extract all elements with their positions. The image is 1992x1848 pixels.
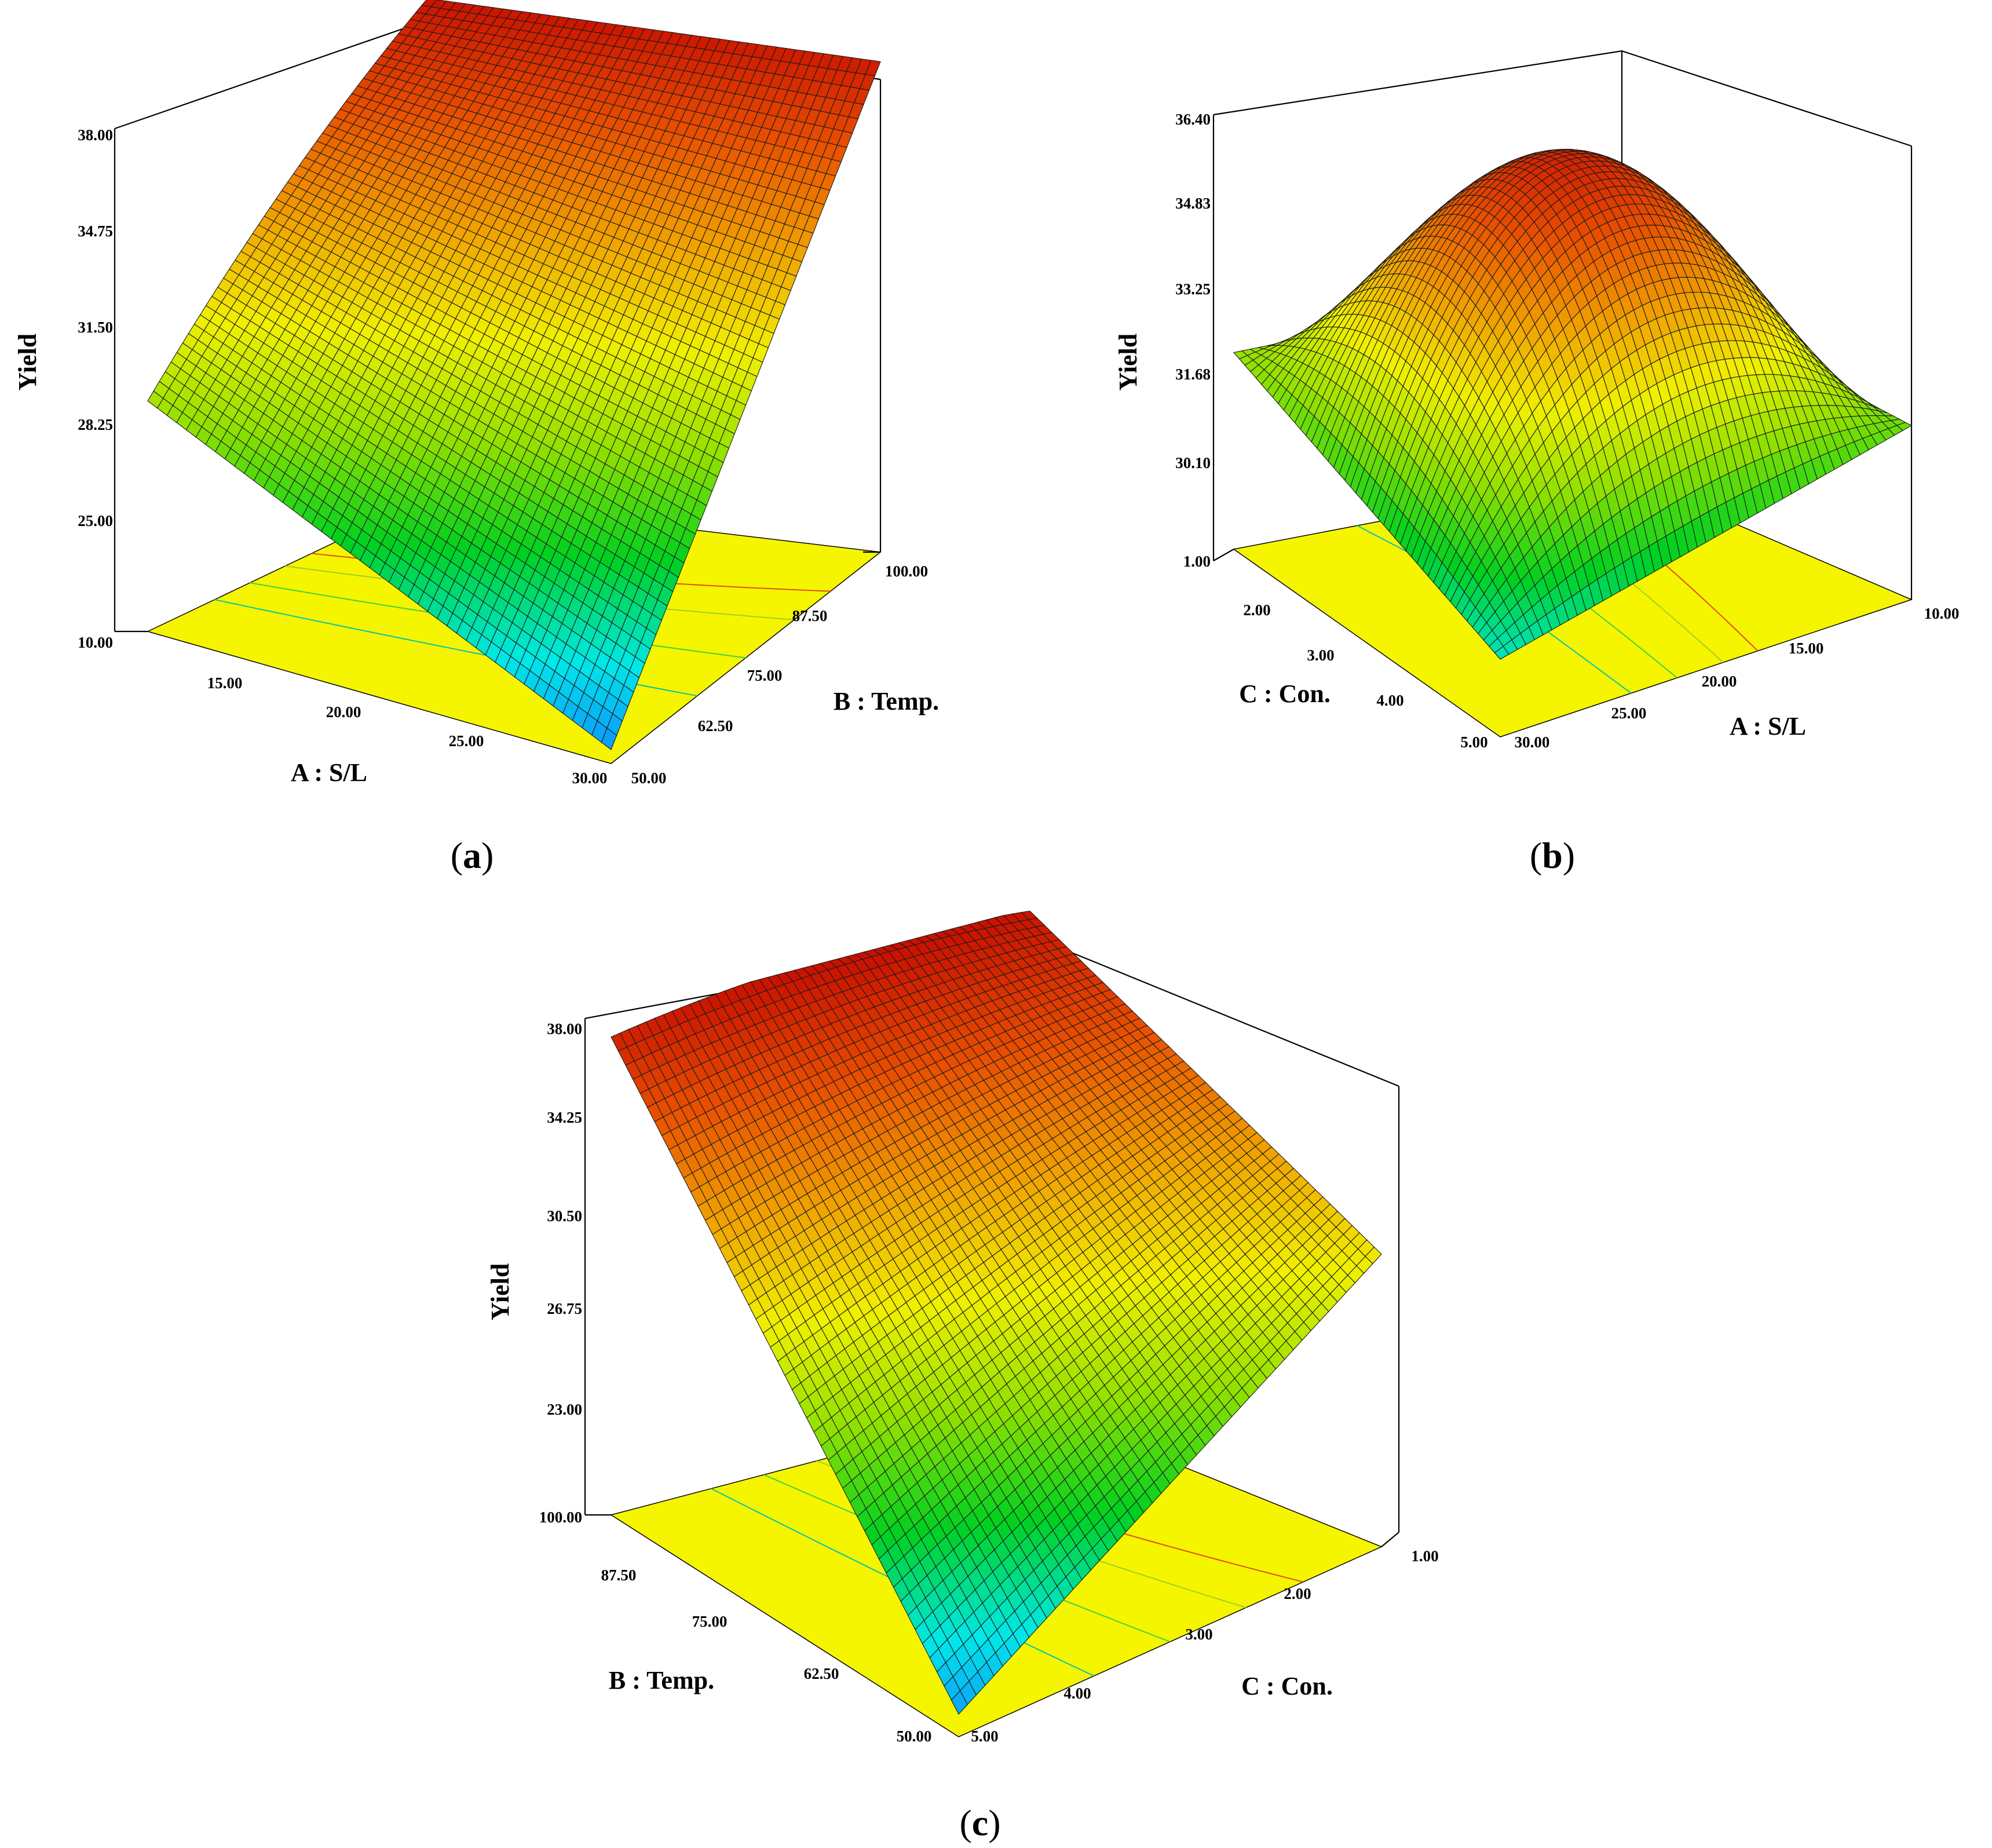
z-floor-tick-a: 10.00 <box>78 634 113 651</box>
y-tick-label: 75.00 <box>747 667 783 684</box>
x-tick-label: 2.00 <box>1243 601 1270 619</box>
x-tick-label: 30.00 <box>572 769 608 787</box>
x-tick-label: 3.00 <box>1307 647 1334 664</box>
z-tick-label: 28.25 <box>78 416 113 433</box>
surface-plot-c: 100.00 23.00 26.75 30.50 34.25 38.00 Yie… <box>486 911 1439 1843</box>
y-tick-label: 15.00 <box>1789 640 1824 657</box>
z-tick-label: 31.68 <box>1175 366 1211 383</box>
z-tick-label: 34.83 <box>1175 195 1211 212</box>
y-tick-label: 25.00 <box>1611 704 1647 722</box>
caption-letter-a: a <box>463 835 481 876</box>
surface-plot-a: 10.00 25.00 28.25 31.50 34.75 38.00 Yiel… <box>13 0 939 876</box>
x-axis-title-b: C : Con. <box>1239 680 1331 708</box>
z-axis-title-a: Yield <box>13 334 42 391</box>
z-tick-label: 34.75 <box>78 222 113 240</box>
response-surface-a <box>147 0 881 750</box>
x-tick-label: 25.00 <box>449 732 484 750</box>
axis-lines-b <box>1213 549 1234 561</box>
surface-plot-b: 1.00 30.10 31.68 33.25 34.83 36.40 Yield… <box>1114 50 1960 876</box>
z-axis-title-b: Yield <box>1114 334 1142 391</box>
y-tick-label: 10.00 <box>1924 605 1960 622</box>
z-floor-tick-b: 1.00 <box>1183 553 1211 570</box>
x-axis-title-a: A : S/L <box>291 758 367 787</box>
z-tick-label: 31.50 <box>78 319 113 336</box>
z-tick-label: 25.00 <box>78 512 113 529</box>
y-tick-label: 100.00 <box>885 563 928 580</box>
x-tick-label: 15.00 <box>207 674 243 692</box>
y-axis-title-b: A : S/L <box>1730 712 1806 740</box>
y-tick-label: 30.00 <box>1515 733 1550 751</box>
z-tick-label: 33.25 <box>1175 280 1211 298</box>
y-tick-label: 50.00 <box>631 769 667 787</box>
z-tick-label: 36.40 <box>1175 111 1211 128</box>
x-tick-label: 5.00 <box>1460 733 1487 751</box>
y-axis-title-a: B : Temp. <box>834 687 939 715</box>
z-tick-label: 38.00 <box>78 126 113 144</box>
y-tick-label: 87.50 <box>792 607 828 624</box>
x-tick-label: 20.00 <box>326 703 361 721</box>
y-tick-label: 62.50 <box>698 717 733 735</box>
caption-a: (a) <box>451 835 494 876</box>
x-tick-label: 4.00 <box>1376 692 1403 709</box>
caption-letter-b: b <box>1542 835 1563 876</box>
z-axis-a: 10.00 25.00 28.25 31.50 34.75 38.00 Yiel… <box>13 126 113 651</box>
caption-b: (b) <box>1530 835 1575 876</box>
y-tick-label: 20.00 <box>1702 673 1737 690</box>
z-tick-label: 30.10 <box>1175 454 1211 472</box>
z-axis-b: 1.00 30.10 31.68 33.25 34.83 36.40 Yield <box>1114 111 1211 570</box>
